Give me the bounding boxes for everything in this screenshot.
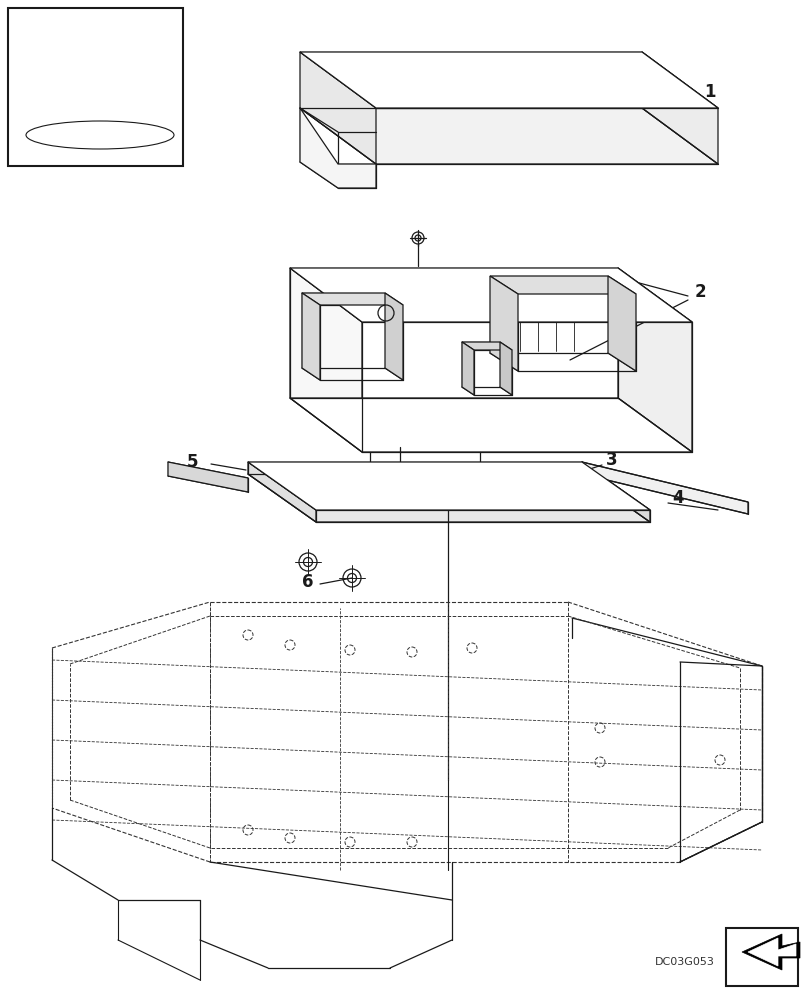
Text: 6: 6 (302, 573, 313, 591)
Polygon shape (302, 293, 320, 380)
Polygon shape (299, 52, 717, 108)
Text: 3: 3 (606, 451, 617, 469)
Polygon shape (607, 276, 635, 371)
Polygon shape (290, 268, 691, 322)
Bar (8, 8, 182, 166)
Polygon shape (247, 462, 315, 522)
Polygon shape (489, 276, 517, 371)
Polygon shape (461, 342, 512, 350)
Polygon shape (642, 52, 717, 164)
Polygon shape (461, 342, 474, 395)
Polygon shape (247, 462, 649, 510)
Polygon shape (299, 52, 375, 164)
Text: 1: 1 (703, 83, 714, 101)
Polygon shape (384, 293, 402, 380)
Text: 5: 5 (187, 453, 199, 471)
Polygon shape (299, 108, 717, 164)
Text: 4: 4 (672, 489, 683, 507)
Polygon shape (290, 268, 362, 452)
Polygon shape (299, 108, 375, 188)
Polygon shape (168, 462, 247, 492)
Polygon shape (617, 268, 691, 452)
Bar (725, 928, 797, 986)
Polygon shape (581, 462, 747, 514)
Polygon shape (500, 342, 512, 395)
Polygon shape (247, 474, 649, 522)
Polygon shape (741, 934, 799, 970)
Polygon shape (581, 462, 649, 522)
Text: 2: 2 (693, 283, 705, 301)
Polygon shape (302, 293, 402, 305)
Polygon shape (747, 938, 795, 966)
Polygon shape (290, 398, 691, 452)
Text: DC03G053: DC03G053 (654, 957, 714, 967)
Polygon shape (489, 276, 635, 294)
